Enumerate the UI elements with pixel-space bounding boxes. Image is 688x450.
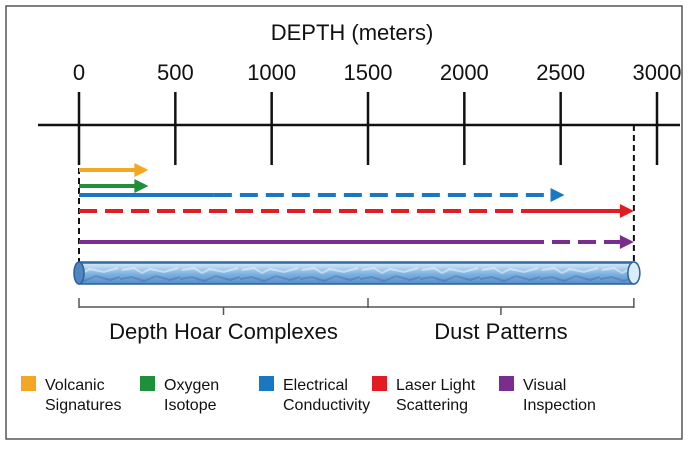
- laser-legend-label: Scattering: [396, 397, 468, 414]
- ice-core-right-cap: [627, 261, 641, 285]
- legend: Volcanic Signatures Oxygen Isotope Electrica…: [21, 376, 596, 414]
- visual-legend-swatch: [499, 376, 514, 391]
- tick-label: 0: [73, 60, 85, 85]
- ice-core-body: [78, 261, 635, 285]
- volcanic-arrow-head: [134, 163, 149, 177]
- oxygen-legend-swatch: [140, 376, 155, 391]
- tick-label: 2500: [536, 60, 585, 85]
- tick-label: 1500: [344, 60, 393, 85]
- method-arrows: [79, 163, 634, 249]
- visual-arrow-head: [619, 235, 634, 249]
- tick-label: 3000: [633, 60, 682, 85]
- volcanic-legend-swatch: [21, 376, 36, 391]
- visual-legend-label: Inspection: [523, 397, 596, 414]
- oxygen-legend-label: Oxygen: [164, 377, 219, 394]
- electrical-legend-label: Electrical: [283, 377, 348, 394]
- tick-label: 2000: [440, 60, 489, 85]
- visual-legend-label: Visual: [523, 377, 566, 394]
- laser-arrow-head: [619, 204, 634, 218]
- electrical-legend-swatch: [259, 376, 274, 391]
- ice-core-left-cap: [73, 261, 85, 285]
- electrical-arrow-head: [550, 188, 565, 202]
- laser-legend-label: Laser Light: [396, 377, 476, 394]
- frame: [5, 5, 683, 440]
- volcanic-legend-label: Signatures: [45, 397, 122, 414]
- section-brackets: Depth Hoar Complexes Dust Patterns: [78, 298, 635, 344]
- tick-label: 1000: [247, 60, 296, 85]
- axis-title: DEPTH (meters): [271, 20, 434, 45]
- laser-legend-swatch: [372, 376, 387, 391]
- section-label: Dust Patterns: [434, 319, 567, 344]
- volcanic-legend-label: Volcanic: [45, 377, 105, 394]
- tick-label: 500: [157, 60, 194, 85]
- depth-axis: 0 500 1000 1500 2000 2500 3000: [38, 60, 681, 262]
- oxygen-arrow-head: [134, 179, 149, 193]
- electrical-legend-label: Conductivity: [283, 397, 370, 414]
- section-label: Depth Hoar Complexes: [109, 319, 338, 344]
- ice-core: [73, 261, 641, 285]
- oxygen-legend-label: Isotope: [164, 397, 217, 414]
